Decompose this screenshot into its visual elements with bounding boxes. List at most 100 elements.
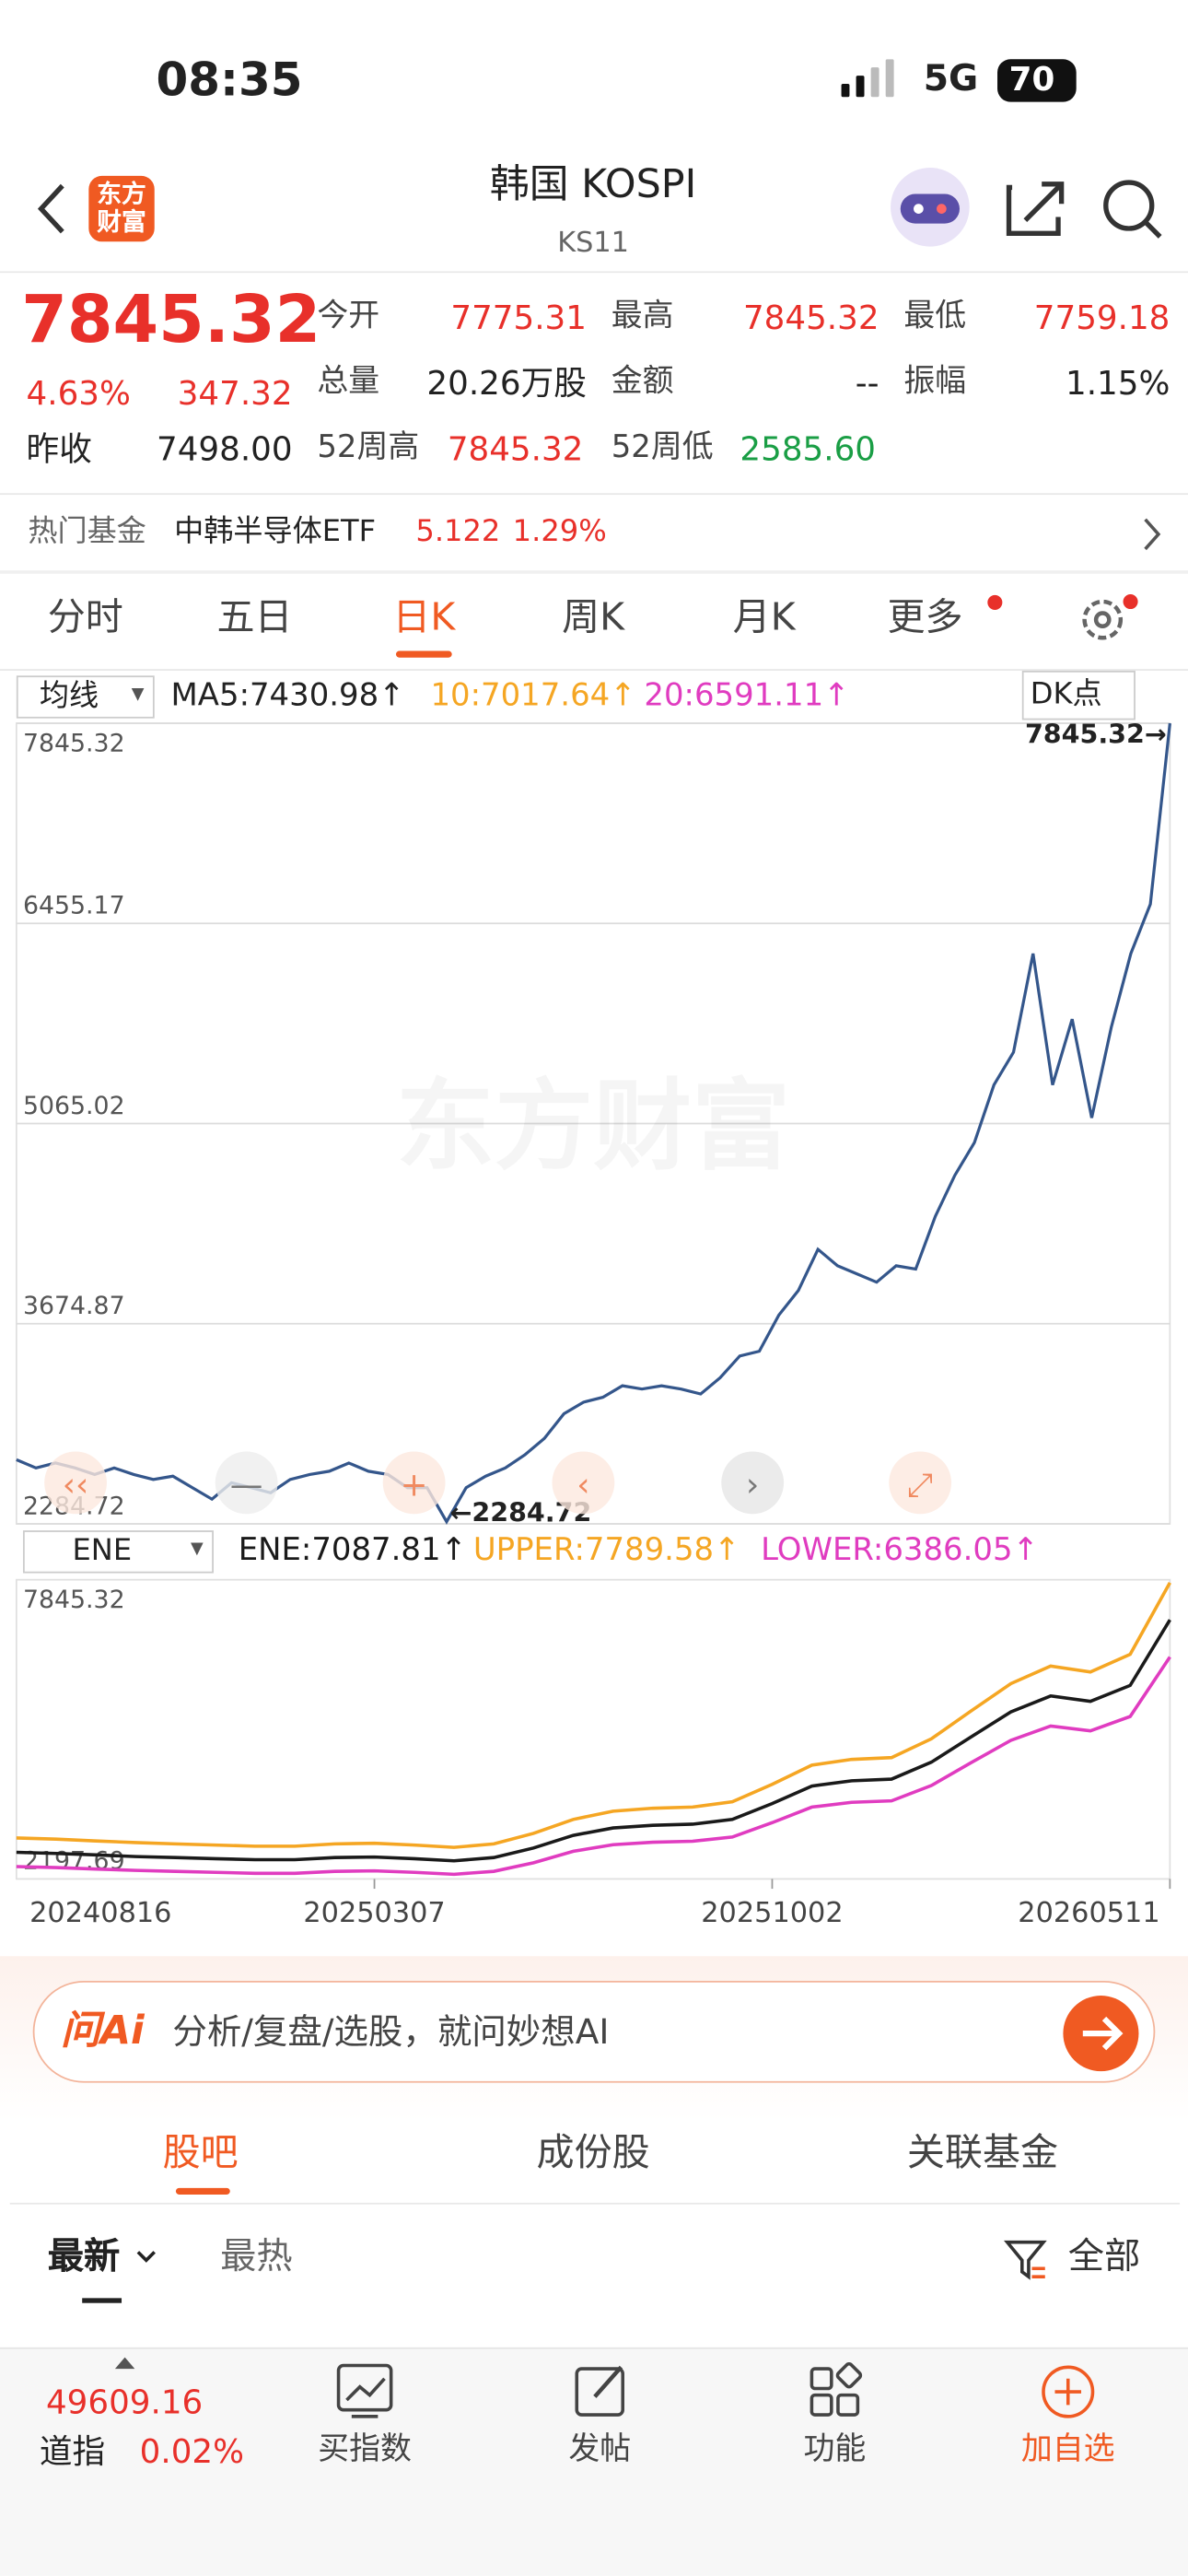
dk-button-label: DK点 xyxy=(1030,677,1102,712)
field-label: 振幅 xyxy=(903,363,967,400)
caret xyxy=(136,2251,156,2263)
chart-control-icon: › xyxy=(746,1467,759,1505)
sub-tab-hot[interactable]: 最热 xyxy=(220,2237,293,2278)
chart-control[interactable] xyxy=(721,1451,785,1515)
sub-tab-latest[interactable]: 最新 xyxy=(47,2237,121,2278)
y-tick-label: 3674.87 xyxy=(23,1292,125,1320)
chevron[interactable] xyxy=(1140,516,1163,552)
back-button[interactable] xyxy=(33,181,73,237)
y-tick-label: 5065.02 xyxy=(23,1092,125,1120)
logo-text: 财富 xyxy=(97,206,146,237)
indicator-select[interactable] xyxy=(16,675,155,719)
chart-control[interactable] xyxy=(889,1451,952,1515)
post-icon[interactable] xyxy=(575,2365,625,2417)
plot-frame xyxy=(15,1578,1171,1880)
y-tick-label: 7845.32 xyxy=(23,729,125,757)
field-label: 52周低 xyxy=(611,428,714,465)
chart-control[interactable] xyxy=(44,1451,107,1515)
field-value: 20.26万股 xyxy=(426,363,587,404)
status-time: 08:35 xyxy=(156,53,303,107)
period-tab[interactable]: 日K xyxy=(392,596,456,640)
hot-fund-label: 热门基金 xyxy=(28,514,146,549)
action-label[interactable]: 功能 xyxy=(803,2430,867,2468)
chart-control-icon: + xyxy=(401,1467,428,1505)
annotation: 7845.32→ xyxy=(1025,719,1167,749)
divider xyxy=(0,493,1188,496)
add-watch-icon[interactable] xyxy=(1042,2365,1095,2418)
period-tab[interactable]: 更多 xyxy=(887,596,963,640)
ai-send[interactable] xyxy=(1062,1994,1141,2073)
dk-button[interactable] xyxy=(1021,670,1136,720)
hot-fund-change: 1.29% xyxy=(512,514,607,549)
prev-close: 7498.00 xyxy=(157,428,293,469)
signal-icon xyxy=(841,59,894,98)
chart-control[interactable] xyxy=(215,1451,278,1515)
indicator-select[interactable] xyxy=(22,1530,214,1574)
logo-text: 东方 xyxy=(97,179,146,209)
logo xyxy=(88,175,155,242)
y-tick-label: 6455.17 xyxy=(23,892,125,920)
section-tab[interactable]: 关联基金 xyxy=(906,2132,1059,2175)
sub-tab-underline xyxy=(82,2298,122,2303)
field-value: 7845.32 xyxy=(447,428,584,469)
field-value: 7775.31 xyxy=(450,297,587,337)
prev-close-label: 昨收 xyxy=(26,428,92,469)
section-tab[interactable]: 成份股 xyxy=(536,2132,650,2175)
action-icons xyxy=(336,2362,1095,2418)
function-icon[interactable] xyxy=(809,2362,863,2417)
x-tick-label: 20250307 xyxy=(303,1897,445,1929)
legend-item: MA5:7430.98↑ xyxy=(170,677,405,714)
line xyxy=(16,1619,1171,1863)
legend-item: UPPER:7789.58↑ xyxy=(472,1531,740,1569)
hot-fund-name[interactable]: 中韩半导体ETF xyxy=(174,514,377,549)
legend-item: LOWER:6386.05↑ xyxy=(761,1531,1039,1569)
status-network: 5G xyxy=(923,59,979,100)
tab-underline xyxy=(175,2187,230,2195)
settings-button[interactable] xyxy=(1077,591,1143,648)
field-label: 最低 xyxy=(903,297,967,334)
chart-control-icon: ‹ xyxy=(577,1467,589,1505)
period-tab[interactable]: 周K xyxy=(562,596,625,640)
action-label[interactable]: 发帖 xyxy=(568,2430,632,2468)
field-value: 2585.60 xyxy=(740,428,876,469)
indicator-select-label: 均线 xyxy=(39,678,99,714)
divider xyxy=(0,271,1188,274)
dropdown-caret: ▼ xyxy=(131,685,145,704)
battery-level: 70 xyxy=(1008,59,1055,100)
chart-control-icon: — xyxy=(230,1467,263,1505)
line xyxy=(16,722,1171,1525)
index-value[interactable]: 49609.16 xyxy=(45,2382,204,2422)
badge xyxy=(987,594,1003,610)
action-label[interactable]: 加自选 xyxy=(1020,2430,1115,2468)
period-tab[interactable]: 五日 xyxy=(216,596,293,640)
search-button[interactable] xyxy=(1103,180,1162,239)
divider xyxy=(9,2202,1181,2205)
battery xyxy=(997,59,1077,102)
field-value: 7759.18 xyxy=(1033,297,1171,337)
watermark: 东方财富 xyxy=(396,1070,790,1184)
chart-control[interactable] xyxy=(382,1451,446,1515)
line xyxy=(16,1581,1171,1849)
dropdown-caret: ▼ xyxy=(190,1540,204,1559)
period-tab[interactable]: 分时 xyxy=(47,596,123,640)
line xyxy=(16,1656,1171,1877)
buy-index-icon[interactable] xyxy=(336,2363,393,2418)
index-change: 0.02% xyxy=(139,2430,245,2471)
field-value: 1.15% xyxy=(1065,363,1171,404)
chart-control[interactable] xyxy=(552,1451,615,1515)
filter-label[interactable]: 全部 xyxy=(1067,2237,1141,2278)
ai-input[interactable] xyxy=(32,1980,1156,2083)
action-label[interactable]: 买指数 xyxy=(318,2430,412,2468)
chart-control-icon: ‹‹ xyxy=(63,1467,89,1505)
change-pct: 4.63% xyxy=(26,373,131,413)
filter-icon[interactable] xyxy=(1002,2236,1052,2286)
share-button[interactable] xyxy=(1006,181,1065,237)
period-tab[interactable]: 月K xyxy=(732,596,796,640)
legend-item: 20:6591.11↑ xyxy=(644,677,850,714)
up-caret xyxy=(114,2357,135,2370)
field-label: 今开 xyxy=(317,297,380,334)
section-tab[interactable]: 股吧 xyxy=(162,2132,239,2175)
